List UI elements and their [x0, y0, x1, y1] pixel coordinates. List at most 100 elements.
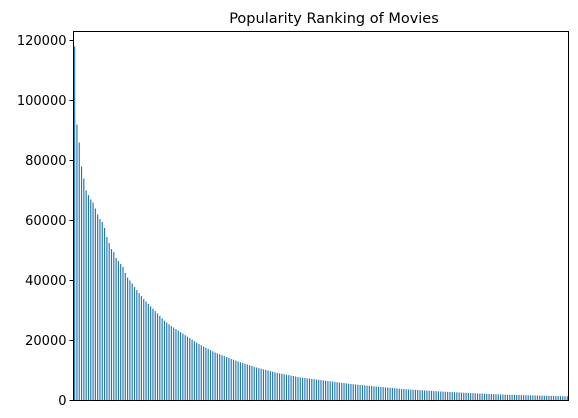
bar: [308, 378, 311, 401]
y-tick-label: 20000: [25, 334, 66, 349]
bar: [375, 386, 377, 401]
bar: [525, 395, 527, 401]
bar: [242, 363, 244, 401]
bar: [442, 391, 444, 401]
bar: [467, 392, 469, 401]
bars-group: [74, 46, 568, 401]
bar: [179, 332, 182, 401]
bar: [474, 393, 476, 401]
bar: [161, 318, 163, 401]
bar: [205, 347, 207, 401]
y-tick-label: 80000: [25, 154, 66, 169]
bar: [412, 389, 414, 401]
bar: [437, 391, 439, 401]
bar: [295, 376, 297, 401]
bar: [255, 367, 258, 401]
bar: [92, 202, 94, 401]
bar: [350, 383, 352, 401]
bar: [500, 394, 502, 401]
bar: [182, 333, 184, 401]
bar: [209, 350, 212, 401]
bar: [110, 249, 113, 401]
bar: [520, 395, 522, 401]
bar: [113, 252, 115, 401]
bar: [380, 386, 382, 401]
bar: [320, 380, 322, 401]
bar: [495, 394, 497, 401]
bar: [414, 389, 416, 401]
bar: [129, 280, 131, 401]
bar: [143, 299, 145, 401]
bar: [120, 264, 122, 401]
bar: [297, 376, 299, 401]
bar: [541, 395, 543, 401]
bar: [198, 344, 200, 401]
y-tick-label: 40000: [25, 274, 66, 289]
bar: [497, 394, 499, 401]
y-tick-label: 100000: [17, 94, 67, 109]
bar: [449, 391, 451, 401]
bar: [458, 392, 460, 401]
bar: [518, 395, 520, 401]
bar: [122, 267, 124, 401]
bar: [341, 382, 343, 401]
bar: [331, 381, 334, 401]
bar: [304, 378, 306, 401]
bar: [315, 379, 317, 401]
bar: [359, 384, 361, 401]
y-tick-label: 60000: [25, 214, 66, 229]
bar: [559, 396, 562, 401]
bar: [444, 391, 446, 401]
bar: [108, 243, 110, 401]
bar: [424, 390, 426, 401]
bar: [511, 394, 513, 401]
bar: [221, 355, 223, 401]
bar: [106, 237, 108, 401]
bar: [140, 296, 142, 401]
bar: [127, 277, 129, 401]
bar: [479, 393, 481, 401]
bar: [147, 303, 149, 401]
bar: [382, 387, 384, 401]
bar: [433, 391, 435, 401]
bar: [476, 393, 479, 401]
y-axis-ticks: 0 20000 40000 60000 80000 100000 120000: [17, 34, 74, 409]
bar: [170, 326, 172, 401]
chart-title: Popularity Ranking of Movies: [229, 11, 439, 27]
bar: [136, 290, 138, 401]
bar: [546, 395, 548, 401]
bar: [251, 366, 253, 401]
bar: [377, 386, 380, 401]
bar: [203, 346, 205, 401]
bar: [117, 261, 119, 401]
bar: [529, 395, 532, 401]
bar: [196, 342, 198, 401]
bar: [253, 366, 255, 401]
bar: [343, 383, 345, 401]
bar: [456, 392, 458, 401]
bar: [543, 395, 545, 401]
bar: [145, 301, 147, 401]
bar: [288, 375, 290, 401]
bar: [327, 381, 329, 401]
bar: [470, 393, 472, 401]
bar: [373, 386, 375, 401]
bar: [83, 178, 85, 401]
bar: [306, 378, 308, 401]
bar: [338, 382, 340, 401]
bar: [101, 222, 103, 401]
bar: [249, 365, 251, 401]
bar: [168, 324, 170, 401]
bar: [313, 379, 315, 401]
bar: [232, 359, 235, 401]
bar: [410, 389, 412, 401]
bar: [336, 382, 338, 401]
bar: [80, 166, 83, 401]
bar: [490, 394, 492, 401]
bar: [354, 384, 357, 401]
bar: [302, 377, 304, 401]
bar: [361, 385, 364, 401]
bar: [154, 311, 156, 401]
bar: [186, 336, 189, 401]
bar: [223, 356, 225, 401]
